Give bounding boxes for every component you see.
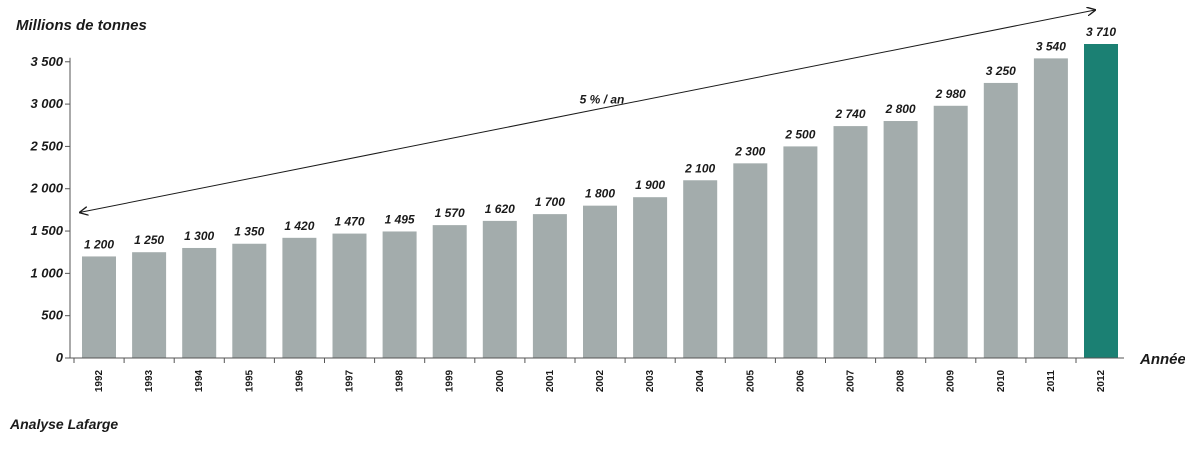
- x-tick-label-1997: 1997: [345, 369, 356, 392]
- x-tick-label-1994: 1994: [194, 369, 205, 392]
- bar-2001: [532, 214, 567, 358]
- data-label-1994: 1 300: [184, 229, 214, 243]
- bar-2003: [633, 197, 668, 358]
- x-axis: 1992 1993 1994 1995 1996 1997 1998 1999 2000 2001…: [70, 357, 1124, 392]
- x-tick-label-1996: 1996: [294, 369, 305, 392]
- trend-label: 5 % / an: [580, 92, 625, 106]
- bar-2008: [883, 121, 918, 359]
- y-tick-label: 500: [41, 308, 63, 323]
- x-tick-label-1992: 1992: [94, 369, 105, 392]
- data-label-1996: 1 420: [284, 219, 314, 233]
- bar-1993: [132, 252, 167, 358]
- bar-2011: [1033, 58, 1068, 358]
- data-label-2007: 2 740: [834, 107, 865, 121]
- data-label-2001: 1 700: [535, 195, 565, 209]
- bar-1992: [82, 256, 116, 358]
- x-tick-label-2000: 2000: [495, 369, 506, 392]
- bar-2007: [833, 126, 868, 358]
- data-label-2000: 1 620: [485, 202, 515, 216]
- x-tick-label-1999: 1999: [445, 369, 456, 392]
- y-tick-label: 1 000: [30, 265, 63, 280]
- bar-1995: [232, 243, 267, 358]
- data-label-1993: 1 250: [134, 233, 164, 247]
- bar-2010: [983, 82, 1018, 358]
- bar-1996: [282, 237, 317, 358]
- data-label-2002: 1 800: [585, 187, 615, 201]
- bar-1999: [432, 225, 467, 358]
- y-tick-label: 0: [56, 350, 64, 365]
- bar-1994: [182, 247, 217, 358]
- data-label-1997: 1 470: [334, 215, 364, 229]
- data-label-2012: 3 710: [1086, 25, 1116, 39]
- data-label-2005: 2 300: [734, 144, 765, 158]
- x-tick-label-2010: 2010: [996, 369, 1007, 392]
- x-tick-label-2002: 2002: [595, 369, 606, 392]
- x-tick-label-2012: 2012: [1096, 369, 1107, 392]
- data-label-2010: 3 250: [986, 64, 1016, 78]
- x-tick-label-2007: 2007: [846, 369, 857, 392]
- y-axis: 0 500 1 000 1 500 2 000 2 500 3 000 3 500: [29, 54, 71, 365]
- x-axis-title: Année: [1139, 351, 1185, 368]
- y-tick-label: 2 500: [29, 138, 63, 153]
- x-tick-label-2004: 2004: [695, 369, 706, 392]
- bar-2002: [583, 205, 617, 358]
- bar-1997: [332, 233, 367, 358]
- bar-2006: [783, 146, 818, 358]
- data-label-1995: 1 350: [234, 225, 264, 239]
- bar-2005: [733, 163, 768, 358]
- data-label-1998: 1 495: [385, 212, 415, 226]
- x-tick-label-1993: 1993: [144, 369, 155, 392]
- data-label-1999: 1 570: [435, 206, 465, 220]
- data-label-2003: 1 900: [635, 178, 665, 192]
- y-tick-label: 2 000: [29, 181, 63, 196]
- x-tick-label-2001: 2001: [545, 369, 556, 392]
- x-tick-label-2011: 2011: [1046, 370, 1057, 392]
- data-label-1992: 1 200: [84, 237, 114, 251]
- bar-1998: [382, 231, 417, 358]
- y-axis-title: Millions de tonnes: [16, 17, 147, 34]
- bar-2004: [683, 180, 718, 358]
- x-tick-label-2005: 2005: [745, 369, 756, 392]
- x-tick-label-1998: 1998: [395, 369, 406, 392]
- y-tick-label: 1 500: [30, 223, 63, 238]
- x-tick-label-2006: 2006: [795, 369, 806, 392]
- x-tick-label-2008: 2008: [896, 369, 907, 392]
- data-label-2008: 2 800: [885, 102, 916, 116]
- data-label-2009: 2 980: [935, 87, 966, 101]
- trend-arrow: [80, 10, 1095, 212]
- data-label-2011: 3 540: [1036, 39, 1066, 53]
- y-tick-label: 3 500: [30, 54, 63, 69]
- source-note: Analyse Lafarge: [9, 416, 118, 432]
- y-tick-label: 3 000: [30, 96, 63, 111]
- bar-2009: [933, 105, 968, 358]
- x-tick-label-1995: 1995: [244, 369, 255, 392]
- data-label-2004: 2 100: [684, 161, 715, 175]
- bar-2000: [482, 220, 517, 358]
- bar-2012: [1084, 44, 1118, 358]
- x-tick-label-2009: 2009: [946, 369, 957, 392]
- x-tick-label-2003: 2003: [645, 369, 656, 392]
- data-label-2006: 2 500: [784, 127, 815, 141]
